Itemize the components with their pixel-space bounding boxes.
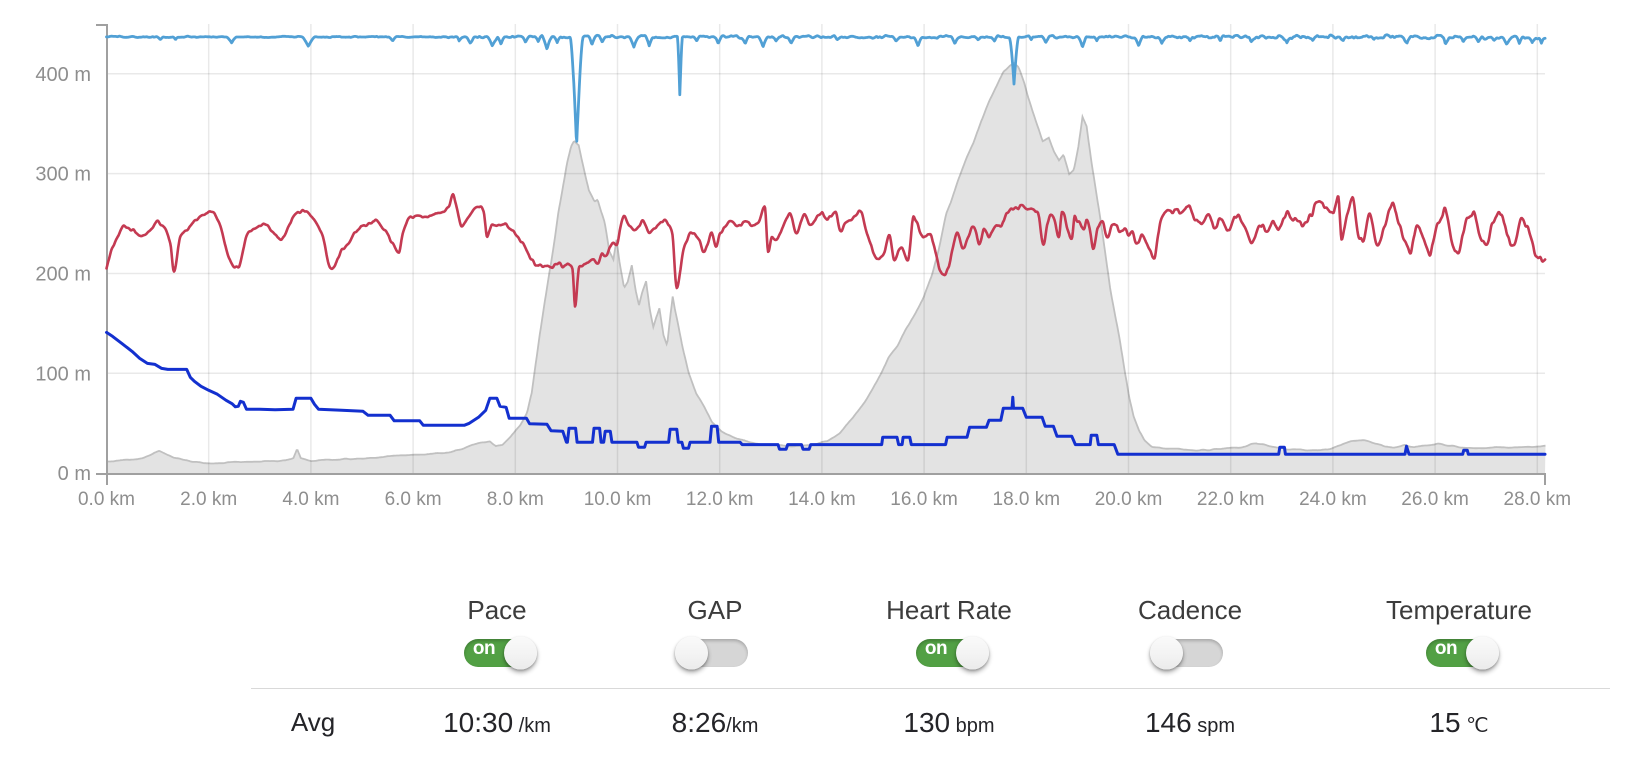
svg-text:100 m: 100 m — [35, 363, 91, 385]
svg-text:400 m: 400 m — [35, 64, 91, 86]
svg-text:12.0 km: 12.0 km — [686, 489, 754, 510]
svg-text:6.0 km: 6.0 km — [385, 489, 442, 510]
svg-text:14.0 km: 14.0 km — [788, 489, 856, 510]
svg-text:2.0 km: 2.0 km — [180, 489, 237, 510]
svg-text:4.0 km: 4.0 km — [282, 489, 339, 510]
svg-text:18.0 km: 18.0 km — [993, 489, 1061, 510]
svg-text:300 m: 300 m — [35, 164, 91, 186]
svg-text:0.0 km: 0.0 km — [78, 489, 135, 510]
svg-text:24.0 km: 24.0 km — [1299, 489, 1367, 510]
svg-text:10.0 km: 10.0 km — [584, 489, 652, 510]
svg-text:22.0 km: 22.0 km — [1197, 489, 1265, 510]
svg-text:26.0 km: 26.0 km — [1401, 489, 1469, 510]
svg-text:200 m: 200 m — [35, 264, 91, 286]
svg-text:16.0 km: 16.0 km — [890, 489, 958, 510]
svg-text:8.0 km: 8.0 km — [487, 489, 544, 510]
svg-text:0 m: 0 m — [58, 463, 91, 485]
svg-text:20.0 km: 20.0 km — [1095, 489, 1163, 510]
svg-text:28.0 km: 28.0 km — [1504, 489, 1572, 510]
